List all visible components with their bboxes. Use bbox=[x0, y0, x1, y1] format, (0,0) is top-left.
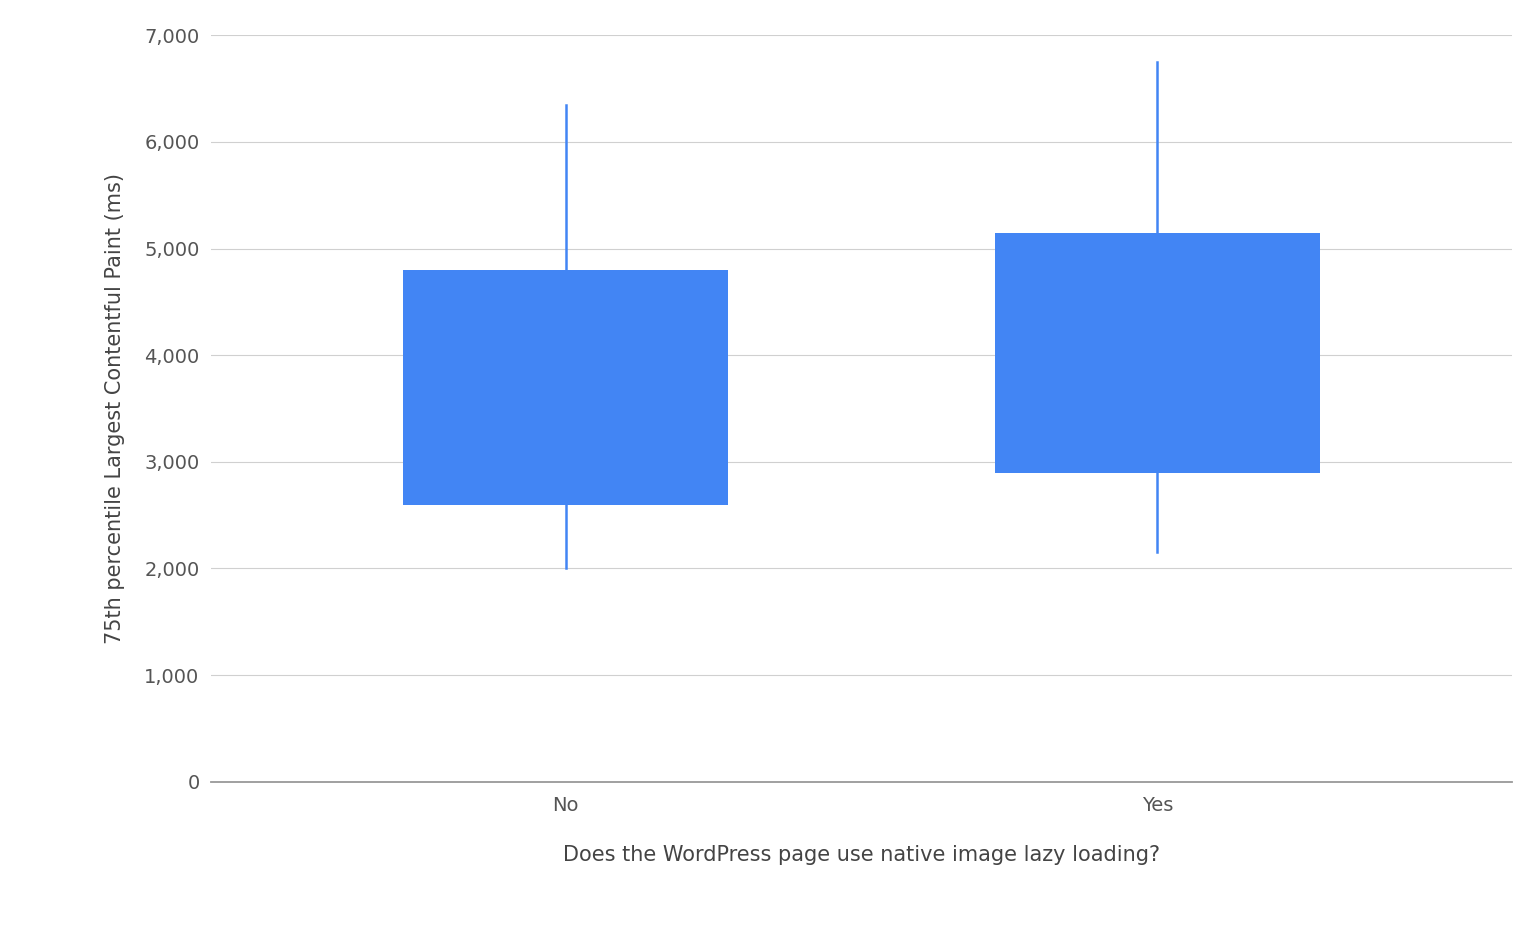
Bar bbox=[995, 232, 1320, 473]
X-axis label: Does the WordPress page use native image lazy loading?: Does the WordPress page use native image… bbox=[564, 845, 1160, 865]
Bar bbox=[403, 270, 728, 505]
Y-axis label: 75th percentile Largest Contentful Paint (ms): 75th percentile Largest Contentful Paint… bbox=[105, 173, 125, 644]
